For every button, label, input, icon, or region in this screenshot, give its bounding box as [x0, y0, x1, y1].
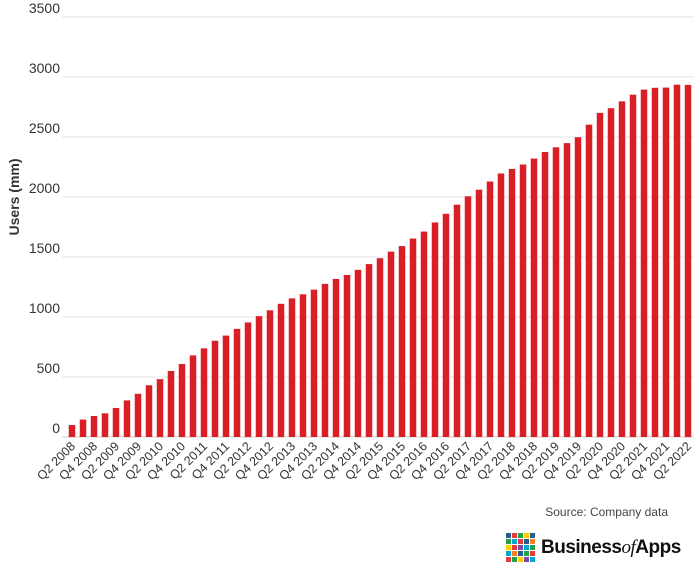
bar	[376, 258, 384, 437]
brand-end: Apps	[635, 536, 681, 558]
bar	[233, 328, 241, 437]
brand-of: of	[621, 536, 636, 558]
bar	[640, 89, 648, 437]
y-axis-title: Users (mm)	[6, 158, 22, 235]
bar	[398, 246, 406, 437]
y-tick-label: 0	[52, 420, 60, 436]
y-tick-label: 1000	[29, 300, 60, 316]
bar	[519, 164, 527, 438]
source-note: Source: Company data	[545, 505, 668, 519]
brand-logo: BusinessofApps	[506, 533, 681, 562]
bar	[354, 269, 362, 437]
bar	[79, 419, 87, 437]
bar	[673, 84, 681, 438]
bar	[222, 335, 230, 437]
bar	[607, 108, 615, 437]
bar	[629, 94, 637, 437]
bar	[530, 158, 538, 437]
bar	[332, 278, 340, 437]
bar	[651, 87, 659, 438]
bar	[541, 152, 549, 437]
bar	[486, 181, 494, 437]
bar	[497, 173, 505, 438]
bar	[618, 101, 626, 438]
bar	[90, 416, 98, 437]
y-tick-label: 3500	[29, 0, 60, 16]
brand-grid-icon	[506, 533, 535, 562]
bar	[387, 251, 395, 437]
bar	[453, 204, 461, 437]
bar	[552, 147, 560, 437]
bar	[299, 294, 307, 437]
bar	[211, 340, 219, 437]
bar	[596, 112, 604, 437]
y-tick-label: 3000	[29, 60, 60, 76]
bar	[464, 196, 472, 437]
bar	[420, 231, 428, 437]
bar	[684, 84, 692, 438]
bar	[310, 289, 318, 437]
y-tick-label: 1500	[29, 240, 60, 256]
bar	[145, 385, 153, 437]
bar	[431, 222, 439, 437]
bar	[662, 87, 670, 437]
brand-main: Business	[541, 536, 622, 558]
bar	[442, 213, 450, 437]
y-axis-ticks: 0 500 1000 1500 2000 2500 3000 3500	[29, 0, 60, 436]
y-tick-label: 2500	[29, 120, 60, 136]
bar	[134, 393, 142, 437]
bar	[409, 238, 417, 437]
bar	[167, 371, 175, 437]
y-tick-label: 500	[37, 360, 61, 376]
bars	[68, 84, 692, 438]
bar	[68, 425, 76, 437]
bar	[277, 303, 285, 437]
bar	[101, 413, 109, 437]
bar	[156, 379, 164, 437]
bar	[563, 143, 571, 437]
bar	[288, 298, 296, 437]
bar	[112, 407, 120, 437]
bar	[255, 316, 263, 437]
brand-name: BusinessofApps	[541, 537, 681, 559]
bar	[123, 400, 131, 437]
bar	[365, 264, 373, 437]
y-tick-label: 2000	[29, 180, 60, 196]
bar	[343, 275, 351, 437]
bar	[200, 348, 208, 437]
bar	[585, 124, 593, 437]
bar	[321, 283, 329, 437]
bar	[178, 364, 186, 437]
bar	[508, 168, 516, 438]
bar	[244, 322, 252, 437]
bar	[189, 355, 197, 437]
bar	[475, 189, 483, 437]
bar	[266, 310, 274, 437]
bar	[574, 137, 582, 438]
